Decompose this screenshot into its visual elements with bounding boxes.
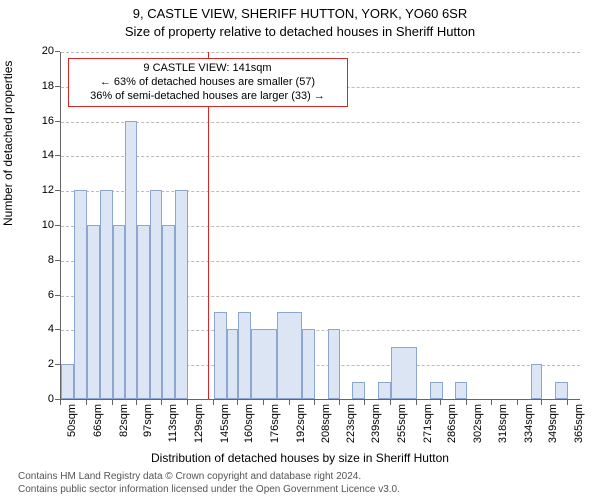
y-tick-label: 10 bbox=[14, 219, 54, 231]
histogram-bar bbox=[302, 329, 315, 399]
y-tick-label: 4 bbox=[14, 323, 54, 335]
histogram-bar bbox=[391, 347, 417, 399]
plot-area: 9 CASTLE VIEW: 141sqm← 63% of detached h… bbox=[60, 52, 580, 400]
y-tick-label: 0 bbox=[14, 393, 54, 405]
x-tick-mark bbox=[466, 400, 467, 405]
x-tick-label: 286sqm bbox=[446, 404, 458, 454]
x-tick-label: 176sqm bbox=[269, 404, 281, 454]
y-tick-label: 6 bbox=[14, 289, 54, 301]
x-tick-label: 192sqm bbox=[295, 404, 307, 454]
chart-title-subtitle: Size of property relative to detached ho… bbox=[0, 24, 600, 39]
x-axis-label: Distribution of detached houses by size … bbox=[0, 451, 600, 465]
histogram-bar bbox=[251, 329, 277, 399]
y-tick-label: 14 bbox=[14, 149, 54, 161]
y-tick-label: 2 bbox=[14, 358, 54, 370]
x-tick-label: 82sqm bbox=[118, 404, 130, 454]
histogram-bar bbox=[555, 382, 568, 399]
annotation-box: 9 CASTLE VIEW: 141sqm← 63% of detached h… bbox=[68, 58, 348, 107]
histogram-bar bbox=[113, 225, 126, 399]
x-tick-label: 302sqm bbox=[472, 404, 484, 454]
histogram-bar bbox=[74, 190, 87, 399]
grid-line bbox=[61, 191, 580, 192]
x-tick-mark bbox=[187, 400, 188, 405]
histogram-bar bbox=[227, 329, 238, 399]
x-tick-mark bbox=[364, 400, 365, 405]
x-tick-label: 349sqm bbox=[547, 404, 559, 454]
histogram-bar bbox=[162, 225, 175, 399]
histogram-bar bbox=[352, 382, 365, 399]
footer-attribution: Contains HM Land Registry data © Crown c… bbox=[18, 471, 400, 496]
annotation-line3: 36% of semi-detached houses are larger (… bbox=[75, 90, 341, 104]
x-tick-label: 255sqm bbox=[396, 404, 408, 454]
x-tick-mark bbox=[161, 400, 162, 405]
y-tick-label: 16 bbox=[14, 115, 54, 127]
x-tick-mark bbox=[314, 400, 315, 405]
x-tick-mark bbox=[541, 400, 542, 405]
footer-line1: Contains HM Land Registry data © Crown c… bbox=[18, 471, 400, 484]
x-tick-label: 113sqm bbox=[167, 404, 179, 454]
histogram-bar bbox=[125, 121, 136, 399]
x-tick-mark bbox=[112, 400, 113, 405]
x-tick-mark bbox=[567, 400, 568, 405]
grid-line bbox=[61, 122, 580, 123]
histogram-bar bbox=[455, 382, 466, 399]
y-tick-label: 8 bbox=[14, 254, 54, 266]
x-tick-mark bbox=[491, 400, 492, 405]
x-tick-label: 50sqm bbox=[66, 404, 78, 454]
x-tick-label: 271sqm bbox=[422, 404, 434, 454]
histogram-bar bbox=[87, 225, 100, 399]
grid-line bbox=[61, 52, 580, 53]
x-tick-label: 97sqm bbox=[142, 404, 154, 454]
x-tick-mark bbox=[263, 400, 264, 405]
x-tick-mark bbox=[390, 400, 391, 405]
x-tick-mark bbox=[60, 400, 61, 405]
histogram-bar bbox=[175, 190, 188, 399]
grid-line bbox=[61, 156, 580, 157]
y-tick-label: 20 bbox=[14, 45, 54, 57]
chart-title-address: 9, CASTLE VIEW, SHERIFF HUTTON, YORK, YO… bbox=[0, 6, 600, 21]
x-tick-mark bbox=[213, 400, 214, 405]
histogram-bar bbox=[277, 312, 303, 399]
x-tick-mark bbox=[416, 400, 417, 405]
histogram-bar bbox=[150, 190, 163, 399]
x-tick-label: 365sqm bbox=[573, 404, 585, 454]
x-tick-mark bbox=[440, 400, 441, 405]
histogram-bar bbox=[531, 364, 542, 399]
y-tick-label: 12 bbox=[14, 184, 54, 196]
y-tick-label: 18 bbox=[14, 80, 54, 92]
x-tick-label: 129sqm bbox=[193, 404, 205, 454]
x-tick-label: 208sqm bbox=[320, 404, 332, 454]
x-tick-label: 223sqm bbox=[345, 404, 357, 454]
annotation-line2: ← 63% of detached houses are smaller (57… bbox=[75, 76, 341, 90]
histogram-bar bbox=[378, 382, 391, 399]
chart-container: 9, CASTLE VIEW, SHERIFF HUTTON, YORK, YO… bbox=[0, 0, 600, 500]
histogram-bar bbox=[328, 329, 339, 399]
histogram-bar bbox=[137, 225, 150, 399]
annotation-line1: 9 CASTLE VIEW: 141sqm bbox=[75, 62, 341, 76]
x-tick-label: 334sqm bbox=[523, 404, 535, 454]
x-tick-label: 145sqm bbox=[219, 404, 231, 454]
x-tick-label: 160sqm bbox=[243, 404, 255, 454]
x-tick-label: 66sqm bbox=[92, 404, 104, 454]
x-tick-label: 318sqm bbox=[497, 404, 509, 454]
histogram-bar bbox=[61, 364, 74, 399]
x-tick-mark bbox=[289, 400, 290, 405]
histogram-bar bbox=[100, 190, 113, 399]
x-tick-label: 239sqm bbox=[370, 404, 382, 454]
histogram-bar bbox=[238, 312, 251, 399]
x-tick-mark bbox=[339, 400, 340, 405]
footer-line2: Contains public sector information licen… bbox=[18, 484, 400, 497]
x-tick-mark bbox=[517, 400, 518, 405]
y-axis-label: Number of detached properties bbox=[1, 61, 15, 226]
x-tick-mark bbox=[86, 400, 87, 405]
histogram-bar bbox=[214, 312, 227, 399]
x-tick-mark bbox=[237, 400, 238, 405]
histogram-bar bbox=[430, 382, 443, 399]
x-tick-mark bbox=[136, 400, 137, 405]
